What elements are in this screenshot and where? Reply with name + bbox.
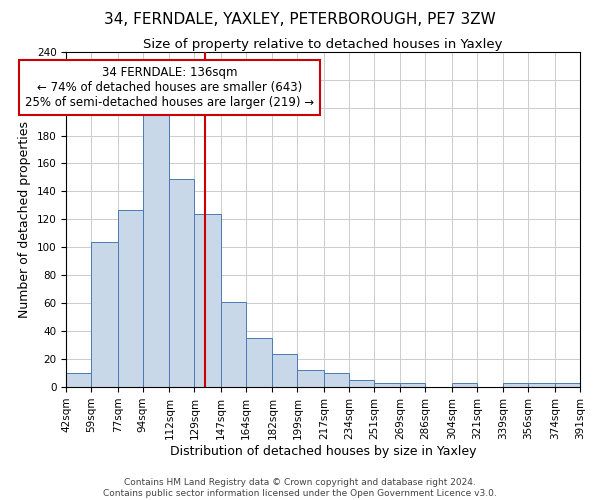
Y-axis label: Number of detached properties: Number of detached properties [18, 121, 31, 318]
Bar [194, 214, 221, 387]
Bar [452, 383, 477, 387]
Bar [66, 373, 91, 387]
Text: Contains HM Land Registry data © Crown copyright and database right 2024.
Contai: Contains HM Land Registry data © Crown c… [103, 478, 497, 498]
Bar [374, 383, 400, 387]
Bar [555, 383, 580, 387]
Bar [91, 242, 118, 387]
Bar [349, 380, 374, 387]
Bar [246, 338, 272, 387]
X-axis label: Distribution of detached houses by size in Yaxley: Distribution of detached houses by size … [170, 444, 476, 458]
Text: 34 FERNDALE: 136sqm
← 74% of detached houses are smaller (643)
25% of semi-detac: 34 FERNDALE: 136sqm ← 74% of detached ho… [25, 66, 314, 108]
Bar [143, 109, 169, 387]
Bar [503, 383, 529, 387]
Bar [529, 383, 555, 387]
Bar [400, 383, 425, 387]
Text: 34, FERNDALE, YAXLEY, PETERBOROUGH, PE7 3ZW: 34, FERNDALE, YAXLEY, PETERBOROUGH, PE7 … [104, 12, 496, 28]
Bar [221, 302, 246, 387]
Bar [298, 370, 324, 387]
Bar [272, 354, 298, 387]
Bar [324, 373, 349, 387]
Bar [169, 179, 194, 387]
Bar [118, 210, 143, 387]
Title: Size of property relative to detached houses in Yaxley: Size of property relative to detached ho… [143, 38, 503, 51]
